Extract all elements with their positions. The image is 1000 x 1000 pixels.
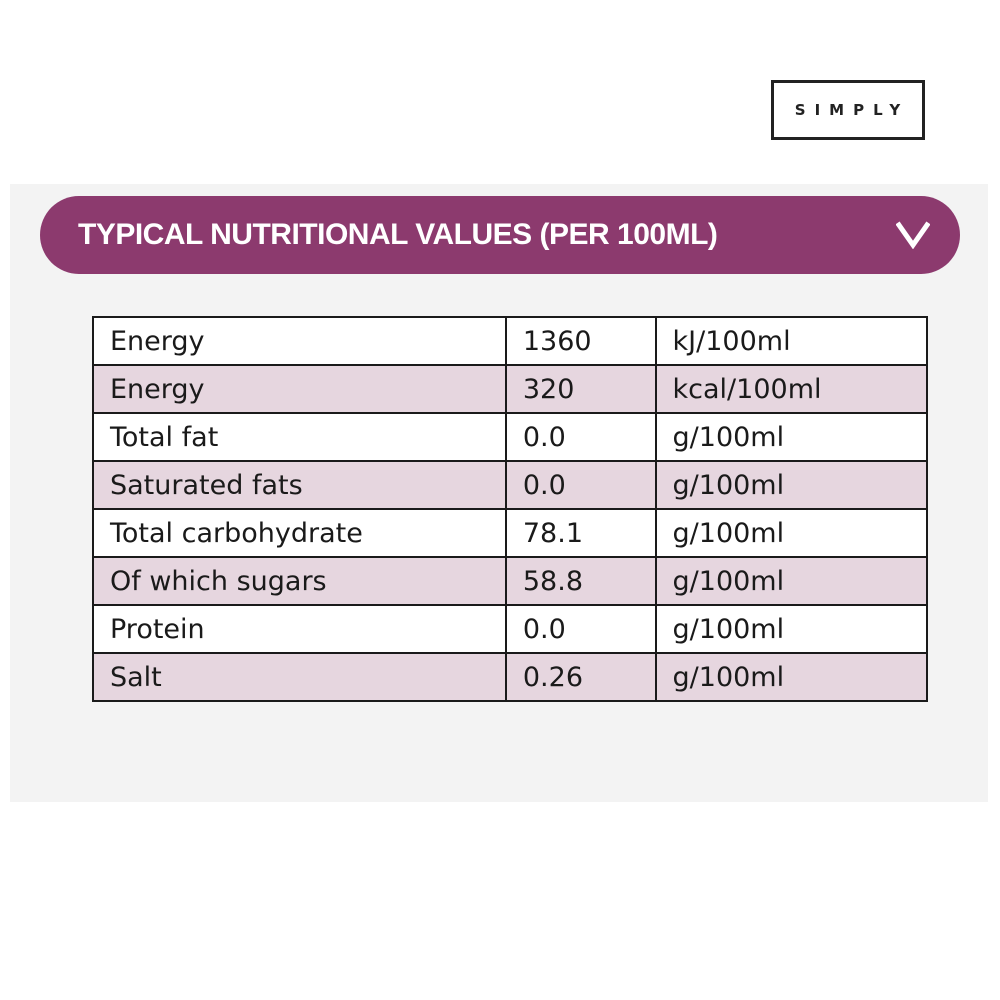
nutrient-name: Total fat — [92, 412, 507, 462]
table-row: Saturated fats 0.0 g/100ml — [92, 460, 929, 510]
table-row: Salt 0.26 g/100ml — [92, 652, 929, 702]
nutrient-unit: g/100ml — [654, 412, 929, 462]
nutrient-value: 78.1 — [504, 508, 657, 558]
nutrient-name: Energy — [92, 316, 507, 366]
accordion-title: TYPICAL NUTRITIONAL VALUES (PER 100ML) — [78, 218, 718, 251]
nutrient-value: 1360 — [504, 316, 657, 366]
nutrient-value: 320 — [504, 364, 657, 414]
table-row: Energy 320 kcal/100ml — [92, 364, 929, 414]
table-row: Total fat 0.0 g/100ml — [92, 412, 929, 462]
nutrient-unit: g/100ml — [654, 556, 929, 606]
nutrient-unit: g/100ml — [654, 460, 929, 510]
nutrition-panel: TYPICAL NUTRITIONAL VALUES (PER 100ML) E… — [10, 184, 988, 802]
nutrition-table: Energy 1360 kJ/100ml Energy 320 kcal/100… — [92, 316, 929, 702]
nutrient-value: 0.26 — [504, 652, 657, 702]
table-row: Energy 1360 kJ/100ml — [92, 316, 929, 366]
nutrient-value: 58.8 — [504, 556, 657, 606]
nutrient-name: Saturated fats — [92, 460, 507, 510]
nutrient-name: Total carbohydrate — [92, 508, 507, 558]
brand-logo-text: SIMPLY — [794, 101, 910, 119]
brand-logo[interactable]: SIMPLY — [771, 80, 925, 140]
nutrient-unit: kJ/100ml — [654, 316, 929, 366]
table-row: Total carbohydrate 78.1 g/100ml — [92, 508, 929, 558]
nutrient-name: Of which sugars — [92, 556, 507, 606]
table-row: Protein 0.0 g/100ml — [92, 604, 929, 654]
nutrient-name: Salt — [92, 652, 507, 702]
nutrient-name: Energy — [92, 364, 507, 414]
nutrient-value: 0.0 — [504, 460, 657, 510]
chevron-down-icon[interactable] — [896, 221, 930, 249]
nutrient-unit: g/100ml — [654, 604, 929, 654]
nutrient-value: 0.0 — [504, 412, 657, 462]
nutrition-accordion-header[interactable]: TYPICAL NUTRITIONAL VALUES (PER 100ML) — [40, 196, 960, 274]
nutrient-unit: g/100ml — [654, 652, 929, 702]
nutrient-unit: kcal/100ml — [654, 364, 929, 414]
nutrient-unit: g/100ml — [654, 508, 929, 558]
nutrient-value: 0.0 — [504, 604, 657, 654]
nutrient-name: Protein — [92, 604, 507, 654]
table-row: Of which sugars 58.8 g/100ml — [92, 556, 929, 606]
